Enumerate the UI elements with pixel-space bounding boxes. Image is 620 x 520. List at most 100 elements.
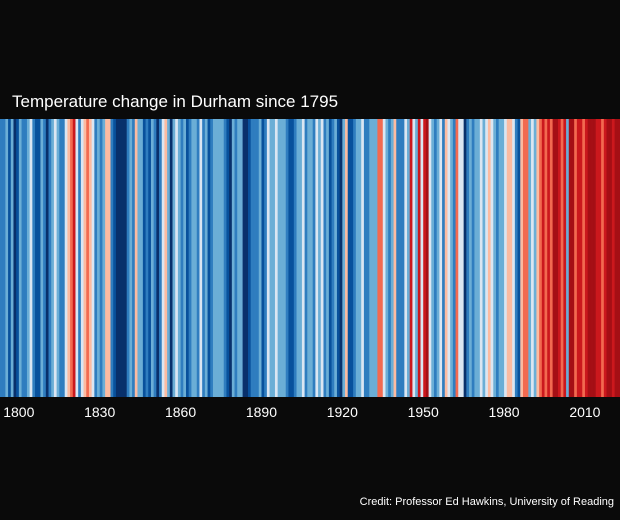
- stripe-1824: [78, 119, 82, 397]
- stripe-1875: [215, 119, 219, 397]
- stripe-1901: [285, 119, 289, 397]
- stripe-1988: [520, 119, 524, 397]
- stripe-1846: [137, 119, 141, 397]
- stripe-1952: [423, 119, 427, 397]
- stripe-1843: [129, 119, 133, 397]
- stripe-2018: [601, 119, 605, 397]
- stripe-1873: [210, 119, 214, 397]
- stripe-1854: [159, 119, 163, 397]
- stripe-2020: [606, 119, 610, 397]
- stripe-1814: [51, 119, 55, 397]
- stripe-2008: [574, 119, 578, 397]
- stripe-1851: [150, 119, 155, 397]
- stripe-1962: [450, 119, 454, 397]
- stripe-1936: [380, 119, 384, 397]
- stripe-2010: [579, 119, 583, 397]
- stripe-1999: [549, 119, 554, 397]
- stripe-1797: [5, 119, 9, 397]
- stripe-1905: [296, 119, 300, 397]
- stripe-1807: [32, 119, 36, 397]
- stripe-1961: [447, 119, 451, 397]
- stripe-1981: [501, 119, 505, 397]
- stripe-1940: [390, 119, 394, 397]
- stripe-2014: [590, 119, 594, 397]
- stripe-1910: [310, 119, 314, 397]
- stripe-1839: [118, 119, 122, 397]
- stripe-1852: [153, 119, 157, 397]
- stripe-1812: [45, 119, 49, 397]
- stripe-2009: [576, 119, 580, 397]
- stripe-1912: [315, 119, 319, 397]
- stripe-1944: [401, 119, 405, 397]
- stripe-2002: [558, 119, 562, 397]
- stripe-1861: [177, 119, 182, 397]
- x-tick-label: 1800: [3, 404, 35, 420]
- stripe-1916: [326, 119, 330, 397]
- stripe-1984: [509, 119, 513, 397]
- stripe-1805: [26, 119, 31, 397]
- stripe-1904: [293, 119, 297, 397]
- stripe-1997: [544, 119, 548, 397]
- stripe-1822: [72, 119, 76, 397]
- x-tick-label: 1980: [488, 404, 520, 420]
- stripe-1813: [48, 119, 52, 397]
- stripe-1880: [229, 119, 233, 397]
- stripe-1928: [358, 119, 362, 397]
- stripe-2015: [593, 119, 597, 397]
- stripe-1874: [212, 119, 217, 397]
- stripe-1954: [428, 119, 432, 397]
- stripe-2016: [595, 119, 599, 397]
- stripe-1986: [514, 119, 518, 397]
- stripe-1818: [62, 119, 66, 397]
- stripe-1877: [221, 119, 225, 397]
- stripe-1900: [283, 119, 287, 397]
- stripe-1865: [188, 119, 192, 397]
- stripe-1991: [528, 119, 532, 397]
- stripe-1994: [536, 119, 540, 397]
- stripe-1990: [525, 119, 529, 397]
- stripe-1884: [239, 119, 244, 397]
- stripe-1955: [431, 119, 435, 397]
- stripe-1866: [191, 119, 195, 397]
- stripe-1947: [409, 119, 413, 397]
- stripe-1993: [533, 119, 537, 397]
- stripe-2012: [584, 119, 589, 397]
- stripe-2007: [571, 119, 575, 397]
- stripe-1825: [80, 119, 84, 397]
- x-tick-label: 1950: [407, 404, 439, 420]
- stripe-1934: [374, 119, 378, 397]
- stripe-1870: [202, 119, 206, 397]
- stripe-2004: [563, 119, 567, 397]
- stripe-1845: [134, 119, 138, 397]
- stripe-1948: [412, 119, 416, 397]
- stripe-1837: [113, 119, 117, 397]
- stripe-1968: [466, 119, 470, 397]
- stripe-1823: [75, 119, 79, 397]
- stripe-1983: [506, 119, 510, 397]
- stripe-1838: [115, 119, 120, 397]
- stripe-1927: [355, 119, 359, 397]
- stripe-1809: [37, 119, 41, 397]
- stripe-1840: [121, 119, 125, 397]
- stripe-1922: [342, 119, 346, 397]
- stripe-1908: [304, 119, 308, 397]
- stripe-1945: [404, 119, 408, 397]
- stripe-1808: [35, 119, 39, 397]
- stripe-1967: [463, 119, 467, 397]
- stripe-1938: [385, 119, 389, 397]
- stripe-1848: [142, 119, 146, 397]
- x-tick-label: 1830: [84, 404, 116, 420]
- credit-text: Credit: Professor Ed Hawkins, University…: [359, 496, 614, 508]
- stripe-1876: [218, 119, 222, 397]
- stripe-1831: [97, 119, 101, 397]
- stripe-1867: [194, 119, 198, 397]
- stripe-1982: [504, 119, 508, 397]
- stripe-1855: [161, 119, 165, 397]
- stripe-1879: [226, 119, 230, 397]
- stripe-1887: [248, 119, 252, 397]
- stripe-1903: [291, 119, 295, 397]
- stripe-1950: [417, 119, 421, 397]
- stripe-1921: [339, 119, 343, 397]
- stripe-1804: [24, 119, 28, 397]
- stripe-1857: [167, 119, 171, 397]
